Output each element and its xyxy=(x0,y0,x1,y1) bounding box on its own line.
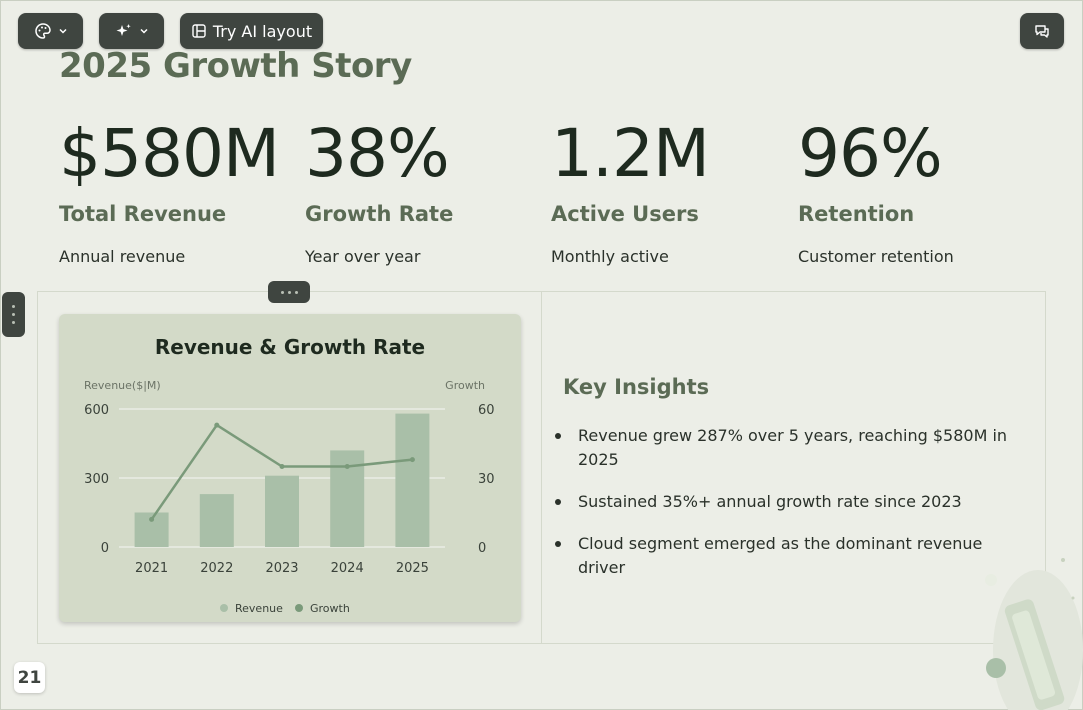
x-tick-label: 2024 xyxy=(331,561,364,576)
row-drag-handle[interactable] xyxy=(2,292,25,337)
bullet-icon xyxy=(555,541,561,547)
y-tick-label-left: 0 xyxy=(101,541,109,556)
try-ai-layout-button[interactable]: Try AI layout xyxy=(180,13,323,49)
palette-icon xyxy=(34,23,51,39)
theme-button[interactable] xyxy=(18,13,83,49)
stat-value: 1.2M xyxy=(551,115,710,192)
stat-description: Customer retention xyxy=(798,247,954,266)
bar-revenue xyxy=(265,475,299,547)
chevron-down-icon xyxy=(58,28,67,34)
insight-text: Cloud segment emerged as the dominant re… xyxy=(578,534,983,577)
chevron-down-icon xyxy=(139,28,148,34)
list-item: Revenue grew 287% over 5 years, reaching… xyxy=(555,424,1025,472)
grid-divider xyxy=(541,291,542,644)
point-growth xyxy=(279,464,285,469)
stat-description: Monthly active xyxy=(551,247,669,266)
stat-value: 38% xyxy=(305,115,450,192)
bullet-icon xyxy=(555,433,561,439)
legend-swatch-growth xyxy=(295,604,303,612)
bullet-icon xyxy=(555,499,561,505)
try-ai-layout-label: Try AI layout xyxy=(212,21,313,41)
comment-button[interactable] xyxy=(1020,13,1064,49)
stat-retention[interactable]: 96% Retention Customer retention xyxy=(798,115,1044,267)
column-resize-handle[interactable] xyxy=(268,281,310,303)
revenue-growth-chart: Revenue & Growth Rate Revenue($|M) Growth 0… xyxy=(84,335,495,615)
y-tick-label-left: 300 xyxy=(84,472,109,487)
insight-text: Revenue grew 287% over 5 years, reaching… xyxy=(578,426,1008,469)
chart-title: Revenue & Growth Rate xyxy=(155,335,425,359)
stat-value: 96% xyxy=(798,115,943,192)
y-tick-label-right: 30 xyxy=(478,472,495,487)
stat-label: Retention xyxy=(798,202,915,226)
y-tick-label-right: 0 xyxy=(478,541,486,556)
stat-label: Growth Rate xyxy=(305,202,454,226)
insights-title[interactable]: Key Insights xyxy=(563,375,710,399)
stat-value: $580M xyxy=(59,115,280,192)
decorative-illustration xyxy=(985,558,1083,710)
bar-revenue xyxy=(395,413,430,547)
point-growth xyxy=(214,422,220,428)
chart-card[interactable]: Revenue & Growth Rate Revenue($|M) Growth 0… xyxy=(59,314,521,622)
list-item: Cloud segment emerged as the dominant re… xyxy=(555,532,1025,580)
y-tick-label-right: 60 xyxy=(478,403,495,418)
legend-swatch-revenue xyxy=(220,604,228,612)
stat-growth-rate[interactable]: 38% Growth Rate Year over year xyxy=(305,115,551,267)
stat-active-users[interactable]: 1.2M Active Users Monthly active xyxy=(551,115,797,267)
x-tick-label: 2025 xyxy=(396,561,429,576)
sparkle-icon xyxy=(116,24,131,36)
point-growth xyxy=(409,457,415,463)
point-growth xyxy=(344,464,350,469)
insights-list[interactable]: Revenue grew 287% over 5 years, reaching… xyxy=(555,424,1025,598)
stat-label: Total Revenue xyxy=(59,202,227,226)
stat-description: Annual revenue xyxy=(59,247,186,266)
stat-label: Active Users xyxy=(551,202,699,226)
page-number[interactable]: 21 xyxy=(14,662,45,693)
slide-title[interactable]: 2025 Growth Story xyxy=(59,46,412,86)
x-tick-label: 2021 xyxy=(135,561,168,576)
x-tick-label: 2022 xyxy=(200,561,233,576)
comment-icon xyxy=(1035,25,1049,38)
insight-text: Sustained 35%+ annual growth rate since … xyxy=(578,492,962,511)
list-item: Sustained 35%+ annual growth rate since … xyxy=(555,490,1025,514)
y-tick-label-left: 600 xyxy=(84,403,109,418)
y-axis-label-left: Revenue($|M) xyxy=(84,379,161,392)
stat-total-revenue[interactable]: $580M Total Revenue Annual revenue xyxy=(59,115,305,267)
y-axis-label-right: Growth xyxy=(445,379,485,392)
legend-label-growth: Growth xyxy=(310,602,350,615)
bar-revenue xyxy=(199,494,234,547)
point-growth xyxy=(149,516,155,522)
x-tick-label: 2023 xyxy=(265,561,298,576)
legend-label-revenue: Revenue xyxy=(235,602,283,615)
stat-description: Year over year xyxy=(305,247,421,266)
layout-icon xyxy=(192,24,206,38)
magic-button[interactable] xyxy=(99,13,164,49)
